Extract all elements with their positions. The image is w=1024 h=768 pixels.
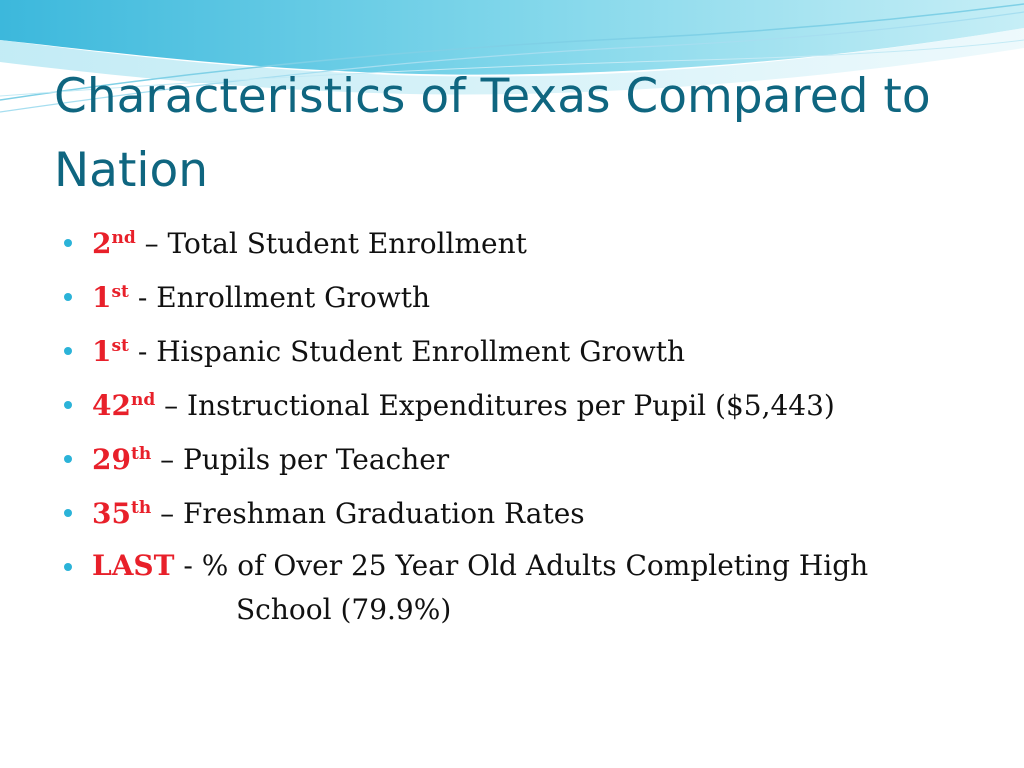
wave-line-3 — [0, 39, 1024, 97]
rank-suffix: nd — [111, 228, 136, 248]
wave-line-2 — [0, 11, 1024, 113]
bullet-item: 35th – Freshman Graduation Rates — [60, 490, 990, 544]
bullet-dot-icon — [64, 563, 72, 571]
bullet-item: LAST - % of Over 25 Year Old Adults Comp… — [60, 544, 990, 632]
bullet-dot-icon — [64, 293, 72, 301]
bullet-text-continuation: School (79.9%) — [236, 593, 452, 626]
rank-value: 2nd — [92, 227, 136, 260]
separator: – — [135, 227, 168, 260]
rank-suffix: nd — [130, 390, 156, 410]
rank-value: 35th — [92, 497, 152, 530]
bullet-item: 2nd – Total Student Enrollment — [60, 220, 990, 274]
bullet-dot-icon — [64, 509, 72, 517]
separator: – — [155, 389, 188, 422]
rank-value: 1st — [92, 281, 129, 314]
separator: - — [128, 281, 157, 314]
rank-value: 1st — [92, 335, 129, 368]
rank-suffix: th — [130, 498, 152, 518]
bullet-list: 2nd – Total Student Enrollment 1st - Enr… — [60, 220, 990, 632]
bullet-text: Hispanic Student Enrollment Growth — [156, 335, 686, 368]
bullet-dot-icon — [64, 455, 72, 463]
separator: – — [151, 443, 183, 476]
bullet-item: 42nd – Instructional Expenditures per Pu… — [60, 382, 990, 436]
rank-suffix: st — [111, 282, 129, 302]
rank-suffix: st — [111, 336, 129, 356]
wave-header-decoration — [0, 0, 1024, 113]
bullet-item: 29th – Pupils per Teacher — [60, 436, 990, 490]
bullet-dot-icon — [64, 347, 72, 355]
wave-band-light — [0, 28, 1024, 95]
separator: - — [128, 335, 157, 368]
rank-value: 29th — [92, 443, 152, 476]
separator: – — [151, 497, 183, 530]
bullet-item: 1st - Enrollment Growth — [60, 274, 990, 328]
bullet-text: Enrollment Growth — [156, 281, 430, 314]
bullet-text: Freshman Graduation Rates — [183, 497, 585, 530]
bullet-text: Pupils per Teacher — [183, 443, 450, 476]
rank-suffix: th — [130, 444, 152, 464]
bullet-text: % of Over 25 Year Old Adults Completing … — [201, 549, 869, 582]
bullet-item: 1st - Hispanic Student Enrollment Growth — [60, 328, 990, 382]
bullet-dot-icon — [64, 401, 72, 409]
rank-value: LAST — [92, 549, 175, 582]
bullet-dot-icon — [64, 239, 72, 247]
bullet-text: Instructional Expenditures per Pupil ($5… — [187, 389, 835, 422]
slide-title: Characteristics of Texas Compared to Nat… — [54, 69, 931, 198]
separator: - — [174, 549, 202, 582]
wave-line-1 — [0, 3, 1024, 101]
bullet-text: Total Student Enrollment — [167, 227, 527, 260]
rank-value: 42nd — [92, 389, 156, 422]
wave-band-main — [0, 0, 1024, 75]
